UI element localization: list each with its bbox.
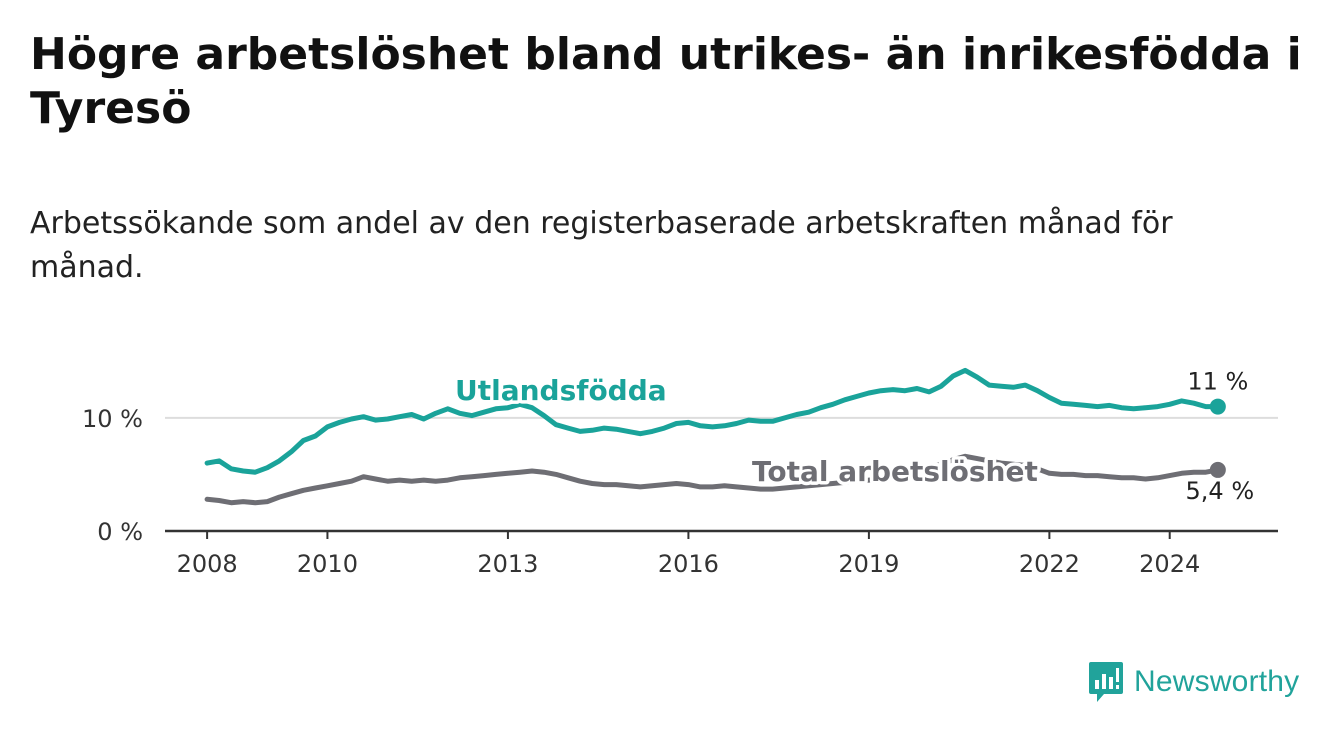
- series-labels: Utlandsfödda Total arbetslöshet 11 % 5,4 %: [452, 368, 1255, 505]
- end-point-utlandsfodda: [1209, 398, 1226, 415]
- series-line-utlandsfodda: [204, 367, 1221, 475]
- x-tick-label: 2016: [658, 550, 719, 578]
- axes: 0 % 10 % 2008 2010 2013 2016 2019 2022 2024: [82, 405, 1278, 578]
- series-label-total: Total arbetslöshet: [752, 455, 1038, 488]
- end-value-label-total: 5,4 %: [1186, 477, 1255, 505]
- chart-title: Högre arbetslöshet bland utrikes- än inr…: [30, 29, 1302, 134]
- x-tick-label: 2024: [1139, 550, 1200, 578]
- end-value-label-utlandsfodda: 11 %: [1187, 368, 1248, 396]
- x-tick-label: 2010: [297, 550, 358, 578]
- brand-logo: Newsworthy: [1088, 660, 1299, 704]
- series-label-utlandsfodda: Utlandsfödda: [455, 374, 667, 407]
- end-point-total: [1209, 461, 1226, 478]
- x-tick-label: 2019: [838, 550, 899, 578]
- brand-name: Newsworthy: [1134, 665, 1300, 698]
- line-chart: 0 % 10 % 2008 2010 2013 2016 2019 2022 2024 Utla…: [82, 367, 1278, 578]
- y-tick-label: 10 %: [82, 405, 143, 433]
- bar-chart-logo-icon: [1089, 662, 1123, 702]
- series-lines: [204, 367, 1226, 506]
- x-tick-label: 2022: [1019, 550, 1080, 578]
- chart-subtitle: Arbetssökande som andel av den registerb…: [30, 206, 1173, 285]
- x-tick-label: 2013: [477, 550, 538, 578]
- x-tick-label: 2008: [177, 550, 238, 578]
- series-line-total: [204, 453, 1221, 506]
- y-tick-label: 0 %: [97, 518, 143, 546]
